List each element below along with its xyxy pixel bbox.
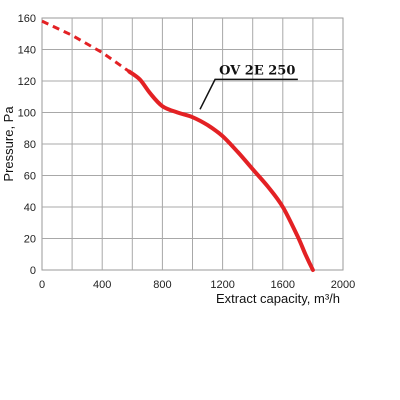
- gridlines: [42, 18, 343, 270]
- annotation-label: OV 2E 250: [219, 63, 295, 78]
- x-tick-label: 2000: [331, 279, 355, 291]
- annotation-group: OV 2E 250: [199, 63, 298, 110]
- series-group: [41, 19, 315, 272]
- y-tick-label: 40: [24, 202, 36, 214]
- y-axis-ticks: 0 20 40 60 80 100 120 140 160: [18, 13, 36, 277]
- y-tick-label: 60: [24, 171, 36, 183]
- x-axis-ticks: 0 400 800 1200 1600 2000: [39, 279, 355, 291]
- x-tick-label: 800: [153, 279, 171, 291]
- y-tick-label: 120: [18, 76, 36, 88]
- series-line: [127, 69, 315, 272]
- y-tick-label: 80: [24, 139, 36, 151]
- x-tick-label: 1600: [271, 279, 295, 291]
- series-extrapolated-dashed: [41, 19, 131, 73]
- y-axis-title: Pressure, Pa: [1, 106, 16, 182]
- y-tick-label: 140: [18, 45, 36, 57]
- x-axis-title: Extract capacity, m³/h: [216, 291, 340, 306]
- annotation-leader-line: [199, 78, 298, 110]
- x-tick-label: 400: [93, 279, 111, 291]
- y-tick-label: 20: [24, 234, 36, 246]
- x-tick-label: 0: [39, 279, 45, 291]
- y-tick-label: 0: [30, 265, 36, 277]
- y-tick-label: 160: [18, 13, 36, 25]
- x-tick-label: 1200: [210, 279, 234, 291]
- y-tick-label: 100: [18, 108, 36, 120]
